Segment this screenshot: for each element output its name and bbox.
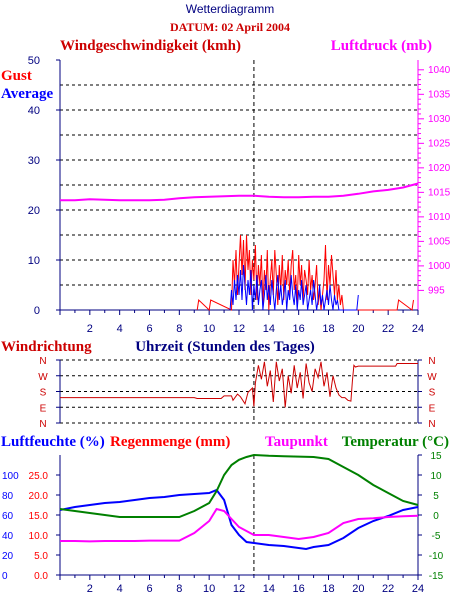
wind-y-tick-label: 0 bbox=[34, 305, 40, 317]
time-tick-label: 4 bbox=[117, 583, 123, 595]
direction-label-right: S bbox=[429, 388, 436, 399]
wind-direction-title: Windrichtung bbox=[1, 339, 92, 355]
pressure-tick-label: 1015 bbox=[428, 187, 451, 198]
direction-label-left: S bbox=[40, 388, 47, 399]
pressure-tick-label: 1000 bbox=[428, 261, 451, 272]
time-tick-label: 6 bbox=[146, 323, 152, 335]
humidity-tick-label: 40 bbox=[2, 531, 14, 542]
direction-label-left: N bbox=[39, 356, 46, 367]
time-axis-title: Uhrzeit (Stunden des Tages) bbox=[135, 339, 315, 355]
time-tick-label: 16 bbox=[293, 583, 305, 595]
dewpoint-title: Taupunkt bbox=[265, 434, 328, 450]
rain-tick-label: 0.0 bbox=[34, 571, 48, 582]
direction-label-left: N bbox=[39, 419, 46, 430]
temperature-tick-label: 5 bbox=[433, 491, 439, 502]
temperature-title: Temperatur (°C) bbox=[342, 434, 449, 450]
temperature-tick-label: -15 bbox=[429, 571, 444, 582]
rain-tick-label: 10.0 bbox=[29, 531, 49, 542]
pressure-tick-label: 1040 bbox=[428, 65, 451, 76]
gust-line bbox=[196, 234, 414, 312]
time-tick-label: 8 bbox=[176, 323, 182, 335]
temperature-tick-label: 0 bbox=[433, 511, 439, 522]
humidity-tick-label: 60 bbox=[2, 511, 14, 522]
pressure-tick-label: 1030 bbox=[428, 114, 451, 125]
direction-label-right: W bbox=[427, 372, 437, 383]
temperature-tick-label: -10 bbox=[429, 551, 444, 562]
time-tick-label: 18 bbox=[322, 583, 334, 595]
pressure-line bbox=[60, 182, 419, 202]
time-tick-label: 20 bbox=[352, 583, 364, 595]
time-tick-label: 4 bbox=[117, 323, 123, 335]
humidity-tick-label: 80 bbox=[2, 491, 14, 502]
rain-tick-label: 25.0 bbox=[29, 471, 49, 482]
pressure-tick-label: 1010 bbox=[428, 212, 451, 223]
rain-title: Regenmenge (mm) bbox=[110, 434, 230, 450]
chart-title: Wetterdiagramm bbox=[186, 2, 274, 16]
humidity-title: Luftfeuchte (%) bbox=[1, 434, 105, 450]
wind-speed-axis-title: Windgeschwindigkeit (kmh) bbox=[60, 38, 241, 54]
direction-label-right: N bbox=[428, 419, 435, 430]
direction-label-right: N bbox=[428, 356, 435, 367]
time-tick-label: 2 bbox=[87, 323, 93, 335]
time-tick-label: 14 bbox=[263, 583, 275, 595]
wind-y-tick-label: 20 bbox=[28, 205, 40, 217]
wind-y-tick-label: 30 bbox=[28, 155, 40, 167]
wind-y-tick-label: 10 bbox=[28, 255, 40, 267]
wind-y-tick-label: 40 bbox=[28, 105, 40, 117]
time-tick-label: 22 bbox=[382, 323, 394, 335]
average-line bbox=[229, 264, 359, 311]
direction-label-left: W bbox=[38, 372, 48, 383]
time-tick-label: 16 bbox=[293, 323, 305, 335]
pressure-tick-label: 1025 bbox=[428, 138, 451, 149]
pressure-axis-title: Luftdruck (mb) bbox=[331, 38, 432, 54]
temperature-line bbox=[59, 453, 419, 518]
average-legend: Average bbox=[1, 86, 54, 102]
time-tick-label: 24 bbox=[412, 323, 424, 335]
time-tick-label: 6 bbox=[146, 583, 152, 595]
humidity-tick-label: 100 bbox=[2, 471, 19, 482]
gust-legend: Gust bbox=[1, 68, 32, 84]
time-tick-label: 20 bbox=[352, 323, 364, 335]
time-tick-label: 10 bbox=[203, 323, 215, 335]
time-tick-label: 22 bbox=[382, 583, 394, 595]
time-tick-label: 12 bbox=[233, 323, 245, 335]
humidity-line bbox=[59, 488, 419, 551]
pressure-tick-label: 1005 bbox=[428, 236, 451, 247]
pressure-tick-label: 1020 bbox=[428, 163, 451, 174]
time-tick-label: 18 bbox=[322, 323, 334, 335]
pressure-tick-label: 995 bbox=[428, 285, 445, 296]
direction-label-right: E bbox=[429, 403, 436, 414]
time-tick-label: 2 bbox=[87, 583, 93, 595]
temperature-tick-label: 15 bbox=[430, 451, 442, 462]
wind-direction-line bbox=[60, 361, 418, 408]
time-tick-label: 10 bbox=[203, 583, 215, 595]
temperature-tick-label: 10 bbox=[430, 471, 442, 482]
humidity-tick-label: 20 bbox=[2, 551, 14, 562]
wind-y-tick-label: 50 bbox=[28, 55, 40, 67]
humidity-tick-label: 0 bbox=[2, 571, 8, 582]
time-tick-label: 8 bbox=[176, 583, 182, 595]
pressure-tick-label: 1035 bbox=[428, 89, 451, 100]
dewpoint-line bbox=[60, 507, 419, 543]
rain-tick-label: 5.0 bbox=[34, 551, 48, 562]
rain-tick-label: 15.0 bbox=[29, 511, 49, 522]
rain-tick-label: 20.0 bbox=[29, 491, 49, 502]
time-tick-label: 14 bbox=[263, 323, 275, 335]
time-tick-label: 24 bbox=[412, 583, 424, 595]
direction-label-left: E bbox=[40, 403, 47, 414]
temperature-tick-label: -5 bbox=[432, 531, 441, 542]
date-label: DATUM: 02 April 2004 bbox=[170, 20, 290, 34]
time-tick-label: 12 bbox=[233, 583, 245, 595]
